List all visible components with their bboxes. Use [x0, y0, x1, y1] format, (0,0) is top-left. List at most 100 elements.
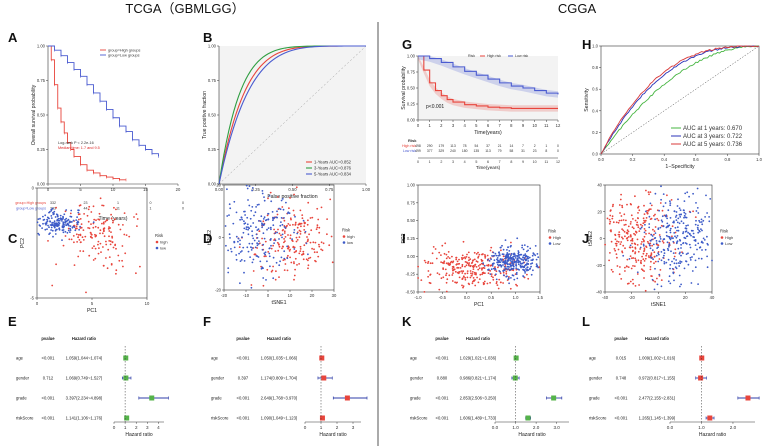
C-point-high — [97, 226, 100, 229]
G-risk-count: 290 — [427, 144, 433, 148]
J-point-high — [626, 239, 629, 242]
D-point-low — [248, 204, 251, 207]
J-point-low — [683, 216, 685, 219]
I-point-high — [480, 258, 483, 261]
D-y-tick-label: -20 — [215, 288, 222, 293]
G-risk-axis-tick: 7 — [499, 160, 501, 164]
J-point-high — [626, 258, 629, 261]
J-point-low — [652, 243, 655, 246]
I-point-high — [484, 272, 486, 274]
J-point-low — [690, 234, 692, 237]
J-point-high — [625, 219, 627, 222]
C-point-low — [70, 221, 72, 223]
J-point-high — [636, 273, 639, 275]
D-point-high — [317, 218, 320, 221]
I-legend-swatch — [548, 236, 552, 239]
J-point-low — [675, 262, 678, 265]
J-point-low — [697, 212, 700, 214]
G-y-axis-label: Survival probability — [401, 66, 407, 110]
D-point-high — [330, 235, 333, 238]
I-point-high — [495, 281, 498, 283]
D-point-low — [250, 246, 252, 249]
C-point-high — [108, 256, 111, 258]
I-point-high — [431, 262, 434, 265]
J-point-low — [694, 266, 697, 269]
I-point-high — [475, 272, 477, 274]
D-point-high — [312, 241, 315, 244]
I-point-low — [531, 259, 534, 262]
G-risk-axis-tick: 8 — [510, 160, 512, 164]
D-point-low — [280, 256, 283, 259]
D-point-low — [291, 238, 293, 241]
D-point-high — [281, 247, 283, 250]
E-x-tick-label: 4 — [157, 425, 160, 430]
D-point-high — [277, 228, 279, 231]
J-point-high — [618, 273, 621, 276]
I-point-low — [507, 260, 509, 262]
J-point-low — [669, 264, 672, 266]
I-point-high — [492, 276, 494, 279]
C-point-high — [47, 240, 49, 242]
D-point-low — [267, 227, 270, 230]
J-point-high — [614, 233, 616, 236]
I-point-low — [483, 264, 486, 267]
D-point-low — [241, 250, 243, 252]
I-point-high — [455, 263, 458, 266]
J-point-low — [697, 231, 700, 234]
D-point-high — [292, 245, 295, 248]
J-point-high — [650, 217, 653, 220]
I-point-low — [511, 274, 514, 277]
G-risk-count: 498 — [415, 144, 421, 148]
D-point-low — [263, 216, 266, 219]
C-point-high — [110, 217, 113, 220]
D-point-low — [227, 267, 230, 269]
I-point-low — [528, 256, 531, 259]
D-point-high — [311, 216, 314, 219]
L-row-label: gender — [589, 376, 603, 381]
J-point-high — [653, 256, 656, 258]
I-point-high — [441, 244, 444, 247]
J-point-high — [624, 247, 626, 250]
J-point-low — [671, 267, 674, 270]
F-x-tick-label: 2 — [336, 425, 339, 430]
J-point-high — [611, 217, 614, 220]
I-point-high — [427, 275, 429, 278]
D-point-low — [256, 242, 258, 245]
L-row-label: grade — [589, 396, 600, 401]
J-point-low — [672, 240, 675, 243]
J-point-high — [659, 269, 662, 271]
J-point-low — [695, 202, 697, 204]
D-point-high — [307, 201, 310, 204]
J-point-low — [703, 239, 706, 241]
I-point-high — [443, 252, 446, 255]
I-point-high — [448, 257, 451, 259]
J-point-high — [611, 205, 614, 208]
I-point-high — [498, 278, 501, 281]
J-point-low — [644, 223, 646, 226]
C-point-high — [102, 230, 105, 233]
D-legend-label: low — [347, 240, 353, 245]
D-point-low — [274, 232, 277, 235]
G-risk-count: 31 — [521, 149, 525, 153]
I-point-high — [470, 262, 473, 264]
I-point-high — [444, 242, 447, 245]
J-point-low — [675, 259, 677, 261]
C-point-low — [50, 209, 53, 212]
D-y-tick-label: 20 — [216, 183, 221, 188]
C-point-high — [125, 234, 128, 237]
J-point-low — [701, 240, 703, 243]
I-point-high — [473, 251, 476, 254]
G-risk-count: 240 — [450, 149, 456, 153]
I-point-low — [504, 257, 506, 260]
J-point-low — [673, 210, 676, 213]
I-point-low — [492, 251, 495, 254]
I-point-low — [524, 272, 526, 274]
D-point-low — [252, 237, 255, 240]
J-point-high — [662, 241, 665, 244]
J-point-low — [692, 232, 695, 235]
I-point-low — [523, 266, 526, 269]
D-point-low — [225, 244, 227, 247]
C-point-high — [136, 225, 138, 228]
I-point-low — [534, 245, 537, 247]
